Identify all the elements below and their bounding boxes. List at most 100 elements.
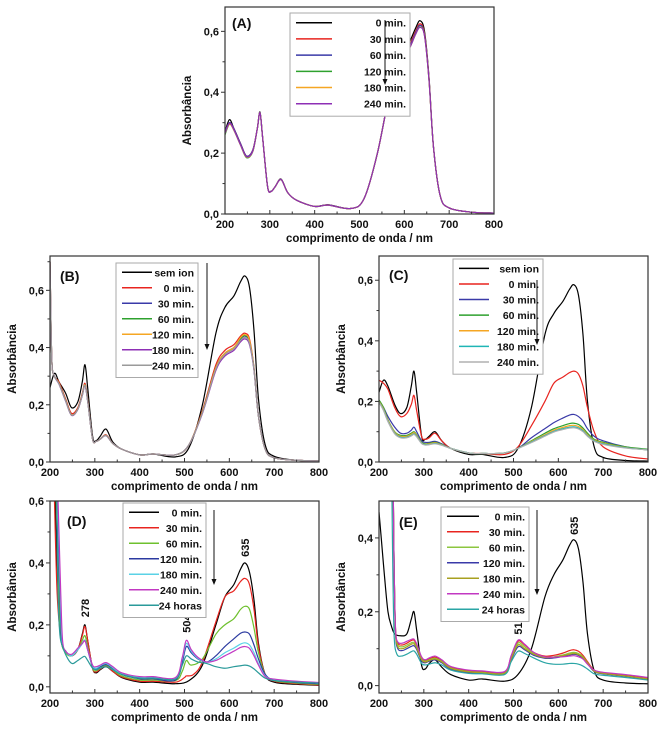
y-axis-title: Absorbância: [7, 324, 19, 394]
series-line-240-min: [57, 501, 319, 684]
panel-a: 200 300 400 500 600 700 800 0,0 0,2 0,4 0,6 comprim…: [182, 6, 503, 245]
legend-entry-label: 240 min.: [364, 99, 406, 111]
x-tick-label: 500: [504, 467, 522, 479]
legend-entry-label: 180 min.: [497, 341, 539, 353]
legend-entry-label: 0 min.: [495, 511, 525, 523]
x-tick-label: 500: [350, 219, 368, 231]
series-group: [379, 501, 648, 685]
panel-d: 200 300 400 500 600 700 800 0,0 0,2 0,4 0,6 comprim…: [7, 496, 328, 724]
x-tick-label: 700: [594, 698, 612, 710]
y-tick-label: 0,2: [204, 148, 219, 160]
x-tick-label: 600: [220, 467, 238, 479]
y-tick-label: 0,0: [358, 457, 373, 469]
x-tick-label: 700: [265, 467, 283, 479]
y-tick-label: 0,0: [29, 682, 44, 694]
y-tick-label: 0,2: [29, 400, 44, 412]
arrow-down-icon: [382, 79, 388, 85]
panel-e: 200 300 400 500 600 700 800 0,0 0,2 0,4 compriment…: [336, 500, 657, 724]
series-line-240-min: [50, 261, 319, 462]
legend-entry-label: 30 min.: [503, 295, 539, 307]
x-tick-label: 600: [549, 467, 567, 479]
legend-entry-label: 30 min.: [158, 298, 194, 310]
legend-box: [440, 506, 530, 622]
legend-box: [115, 262, 199, 378]
legend: sem ion 0 min. 30 min. 60 min. 120 min. 180 m…: [115, 262, 199, 378]
x-tick-label: 700: [265, 698, 283, 710]
series-line-240-min: [392, 501, 648, 679]
peak-annotation: 635: [569, 517, 581, 535]
legend-entry-label: 180 min.: [160, 569, 202, 581]
legend-entry-label: 0 min.: [376, 18, 406, 30]
legend-entry-label: 30 min.: [370, 34, 406, 46]
panel-label: (E): [399, 514, 418, 530]
legend-entry-label: 30 min.: [489, 527, 525, 539]
y-axis-title: Absorbância: [182, 75, 194, 145]
panel-b: 200 300 400 500 600 700 800 0,0 0,2 0,4 0,6 comprim…: [7, 255, 328, 493]
legend-entry-label: sem ion: [499, 263, 539, 275]
y-tick-label: 0,0: [358, 681, 373, 693]
x-tick-label: 800: [639, 698, 657, 710]
legend-entry-label: 0 min.: [164, 283, 194, 295]
y-tick-label: 0,6: [204, 26, 219, 38]
x-tick-label: 600: [220, 698, 238, 710]
series-line-30-min: [392, 501, 648, 679]
x-tick-label: 800: [485, 219, 503, 231]
legend-entry-label: 120 min.: [152, 329, 194, 341]
panel-label: (A): [232, 15, 251, 31]
x-tick-label: 200: [41, 698, 59, 710]
x-tick-label: 300: [415, 467, 433, 479]
legend-entry-label: 30 min.: [166, 523, 202, 535]
panel-label: (D): [67, 513, 86, 529]
x-tick-label: 600: [395, 219, 413, 231]
x-tick-label: 700: [594, 467, 612, 479]
series-group: [53, 501, 319, 686]
x-tick-label: 300: [86, 467, 104, 479]
x-axis-title: comprimento de onda / nm: [440, 481, 587, 493]
legend-entry-label: 60 min.: [166, 538, 202, 550]
arrow-down-icon: [534, 589, 540, 595]
x-tick-label: 500: [175, 698, 193, 710]
x-tick-label: 400: [459, 698, 477, 710]
y-tick-label: 0,4: [29, 558, 45, 570]
x-tick-label: 800: [310, 698, 328, 710]
legend-box: [452, 258, 544, 375]
y-tick-label: 0,2: [29, 620, 44, 632]
legend-entry-label: 240 min.: [483, 589, 525, 601]
y-tick-label: 0,4: [204, 87, 220, 99]
legend-box: [289, 12, 411, 117]
legend-entry-label: 240 min.: [497, 357, 539, 369]
series-line-24-horas: [56, 501, 319, 684]
y-axis-title: Absorbância: [336, 324, 348, 394]
x-axis-title: comprimento de onda / nm: [440, 712, 587, 724]
legend-entry-label: sem ion: [154, 267, 194, 279]
x-axis-title: comprimento de onda / nm: [111, 481, 258, 493]
series-line-24-horas: [391, 501, 648, 681]
x-tick-label: 400: [305, 219, 323, 231]
x-axis-title: comprimento de onda / nm: [111, 712, 258, 724]
x-tick-label: 300: [415, 698, 433, 710]
x-tick-label: 800: [639, 467, 657, 479]
y-tick-label: 0,6: [358, 275, 373, 287]
legend-entry-label: 120 min.: [483, 558, 525, 570]
legend-box: [122, 502, 207, 618]
legend-entry-label: 120 min.: [497, 326, 539, 338]
legend: 0 min.30 min.60 min.120 min.180 min.240 …: [289, 12, 411, 117]
x-tick-label: 800: [310, 467, 328, 479]
series-line-240-min: [225, 26, 494, 214]
x-tick-label: 500: [504, 698, 522, 710]
legend-entry-label: 240 min.: [152, 360, 194, 372]
legend: 0 min.30 min.60 min.120 min.180 min.240 …: [122, 502, 207, 618]
y-tick-label: 0,6: [29, 285, 44, 297]
legend-entry-label: 180 min.: [152, 345, 194, 357]
arrow-down-icon: [534, 339, 540, 345]
legend-entry-label: 240 min.: [160, 585, 202, 597]
x-tick-label: 400: [130, 698, 148, 710]
x-tick-label: 600: [549, 698, 567, 710]
series-group: [379, 283, 648, 462]
y-axis-title: Absorbância: [7, 562, 19, 632]
legend: sem ion 0 min. 30 min. 60 min. 120 min. 180 m…: [452, 258, 544, 375]
y-tick-label: 0,0: [204, 209, 219, 221]
series-line-sem-ion: [379, 283, 648, 462]
x-tick-label: 200: [216, 219, 234, 231]
